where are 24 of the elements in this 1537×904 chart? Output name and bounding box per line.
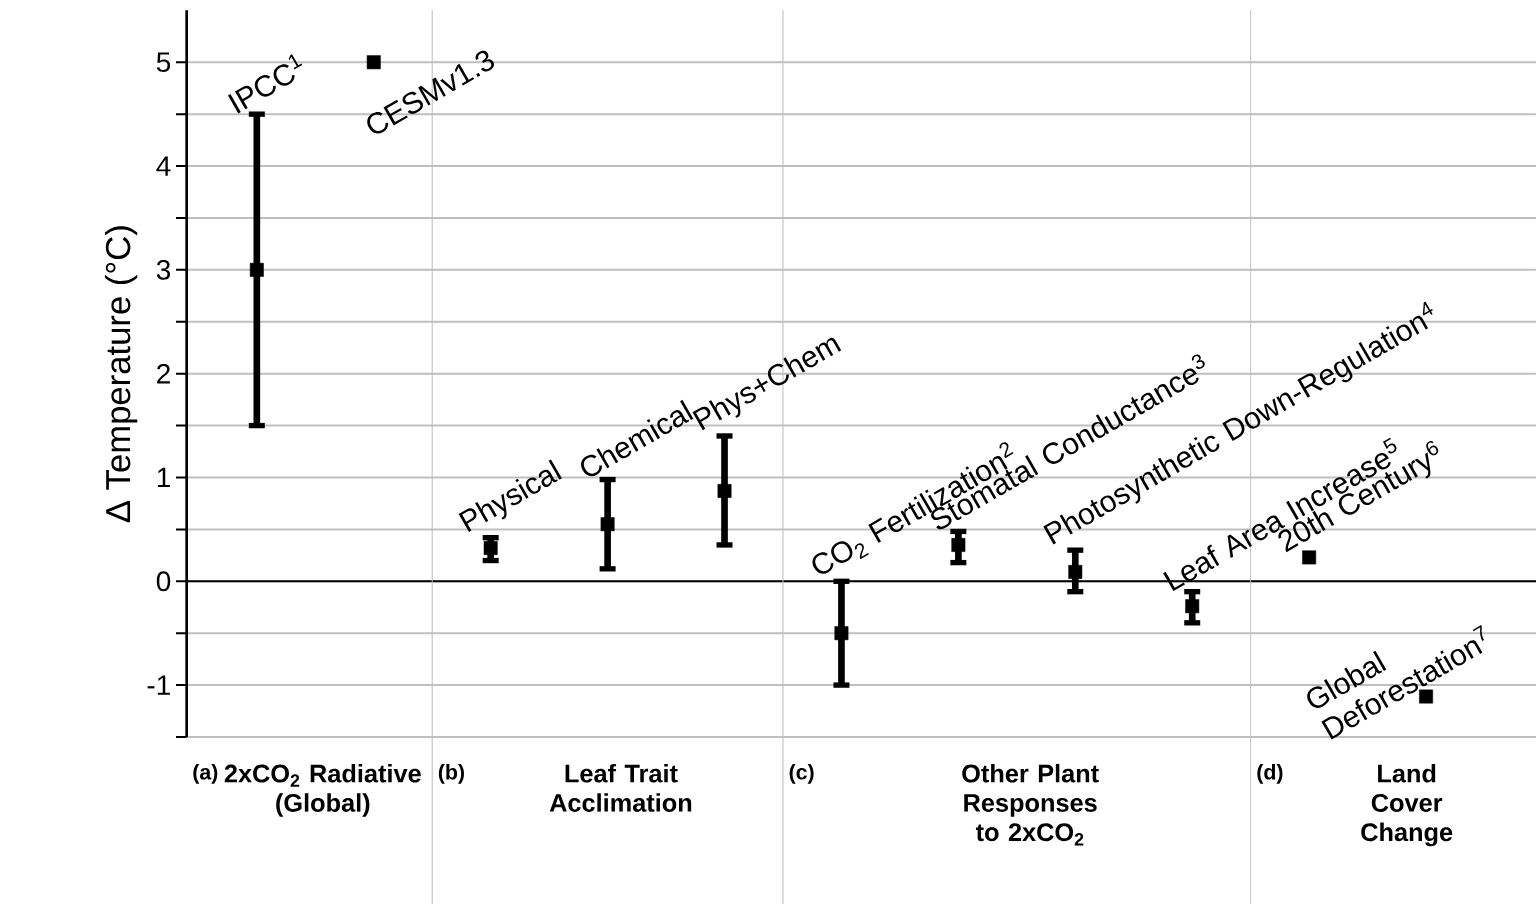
text: (d) (1257, 763, 1283, 784)
y-tick-label: 0 (156, 571, 171, 592)
text: Other Plant Responses to 2xCO$_{2}$ (962, 763, 1099, 846)
y-tick-label: 5 (156, 52, 171, 73)
y-tick-label: 3 (156, 259, 171, 280)
text: (a) (193, 763, 218, 784)
y-tick-label: 1 (157, 467, 170, 488)
point (1185, 599, 1200, 614)
point (834, 626, 849, 641)
point (249, 262, 264, 277)
point (717, 484, 732, 498)
text: (b) (438, 763, 464, 784)
text: Land Cover Change (1361, 763, 1453, 847)
y-tick-label: -1 (147, 675, 170, 695)
annotation: IPCC$^{1}$ (228, 54, 303, 114)
y-tick-label: 4 (156, 156, 171, 176)
point (600, 517, 615, 532)
y-axis-title: Δ Temperature (°C) (104, 226, 138, 523)
text: 2xCO$_{2}$ Radiative (Global) (224, 763, 421, 817)
y-tick-label: 2 (157, 363, 170, 384)
point (483, 541, 498, 556)
point (1068, 565, 1083, 579)
text: Leaf Trait Acclimation (549, 763, 692, 812)
text: (c) (789, 763, 814, 784)
